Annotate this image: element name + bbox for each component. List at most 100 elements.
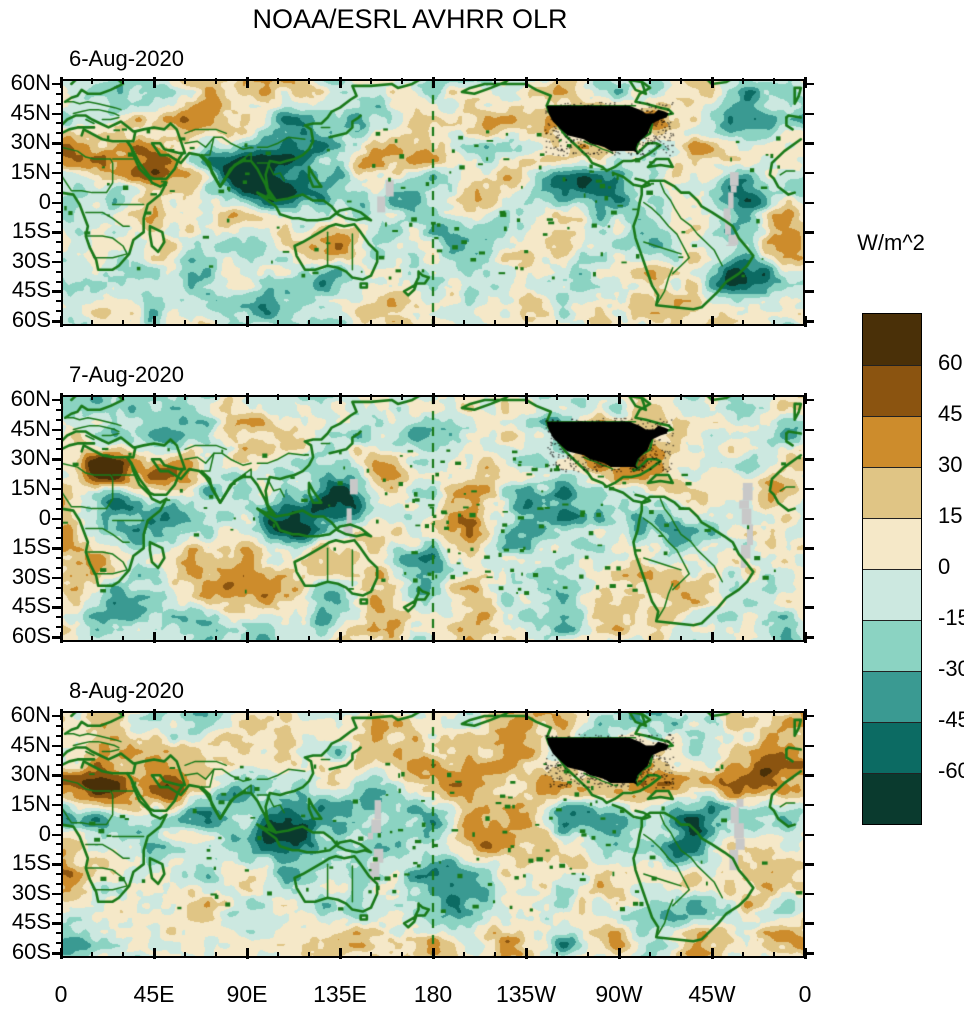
y-major-tick bbox=[52, 320, 63, 323]
y-minor-tick bbox=[56, 873, 62, 876]
x-minor-tick bbox=[649, 320, 651, 326]
y-minor-tick bbox=[56, 557, 62, 560]
x-minor-tick bbox=[308, 952, 310, 958]
y-axis-label: 45S bbox=[11, 593, 51, 619]
y-major-tick bbox=[52, 774, 63, 777]
x-axis-label: 0 bbox=[54, 981, 68, 1007]
y-minor-tick bbox=[56, 823, 62, 826]
y-minor-tick bbox=[56, 942, 62, 945]
y-minor-tick bbox=[56, 468, 62, 471]
y-major-tick-right bbox=[803, 714, 814, 718]
y-axis-label: 60N bbox=[10, 701, 51, 727]
x-major-tick bbox=[525, 77, 528, 88]
y-minor-tick bbox=[56, 527, 62, 530]
y-minor-tick bbox=[56, 507, 62, 510]
x-minor-tick bbox=[463, 394, 465, 400]
x-minor-tick bbox=[401, 320, 403, 326]
y-minor-tick bbox=[56, 122, 62, 125]
map-canvas-1 bbox=[61, 79, 805, 326]
x-minor-tick bbox=[215, 710, 217, 716]
x-major-tick bbox=[804, 948, 807, 959]
colorbar-band-2 bbox=[863, 416, 921, 467]
y-minor-tick bbox=[56, 912, 62, 915]
y-major-tick bbox=[52, 260, 63, 264]
y-axis-label: 15S bbox=[11, 218, 51, 244]
y-axis-label: 15N bbox=[10, 474, 51, 500]
colorbar-band-5 bbox=[863, 569, 921, 620]
x-major-tick bbox=[618, 77, 621, 88]
y-major-tick-right bbox=[803, 142, 814, 145]
x-major-tick bbox=[711, 948, 714, 959]
x-major-tick bbox=[432, 632, 435, 643]
x-axis-label: 0 bbox=[798, 981, 812, 1007]
x-minor-tick bbox=[649, 952, 651, 958]
x-major-tick bbox=[339, 632, 342, 643]
x-major-tick bbox=[246, 77, 249, 88]
y-major-tick-right bbox=[803, 636, 814, 639]
y-major-tick-right bbox=[803, 112, 814, 116]
x-minor-tick bbox=[184, 394, 186, 400]
y-major-tick-right bbox=[803, 606, 814, 609]
y-minor-tick bbox=[56, 241, 62, 244]
y-axis-label: 0 bbox=[38, 504, 51, 530]
x-minor-tick bbox=[556, 78, 558, 84]
x-minor-tick bbox=[556, 710, 558, 716]
colorbar-band-0 bbox=[863, 314, 921, 365]
x-minor-tick bbox=[680, 394, 682, 400]
y-axis-label: 30N bbox=[10, 445, 51, 471]
x-major-tick bbox=[153, 632, 156, 643]
x-major-tick bbox=[711, 77, 714, 88]
y-minor-tick bbox=[56, 438, 62, 441]
x-minor-tick bbox=[370, 636, 372, 642]
x-minor-tick bbox=[215, 320, 217, 326]
x-major-tick bbox=[60, 393, 63, 404]
y-minor-tick bbox=[56, 477, 62, 480]
x-minor-tick bbox=[649, 394, 651, 400]
x-minor-tick bbox=[215, 636, 217, 642]
y-major-tick-right bbox=[803, 82, 814, 86]
x-minor-tick bbox=[587, 394, 589, 400]
y-minor-tick bbox=[56, 250, 62, 253]
x-minor-tick bbox=[742, 320, 744, 326]
x-major-tick bbox=[618, 709, 621, 720]
x-major-tick bbox=[246, 632, 249, 643]
x-minor-tick bbox=[463, 78, 465, 84]
y-minor-tick bbox=[56, 734, 62, 737]
x-major-tick bbox=[153, 393, 156, 404]
map-panel-1[interactable] bbox=[61, 79, 805, 326]
x-major-tick bbox=[618, 393, 621, 404]
colorbar-band-1 bbox=[863, 365, 921, 416]
colorbar[interactable] bbox=[862, 313, 922, 825]
y-major-tick bbox=[52, 142, 63, 145]
x-minor-tick bbox=[308, 78, 310, 84]
y-minor-tick bbox=[56, 221, 62, 224]
y-major-tick-right bbox=[803, 922, 814, 925]
x-major-tick bbox=[711, 709, 714, 720]
x-minor-tick bbox=[370, 710, 372, 716]
x-minor-tick bbox=[277, 320, 279, 326]
x-major-tick bbox=[432, 316, 435, 327]
y-minor-tick bbox=[56, 408, 62, 411]
map-panel-3[interactable] bbox=[61, 711, 805, 958]
x-minor-tick bbox=[122, 952, 124, 958]
x-axis-label: 90E bbox=[226, 981, 268, 1007]
y-major-tick-right bbox=[803, 428, 814, 432]
y-major-tick-right bbox=[803, 290, 814, 293]
y-minor-tick bbox=[56, 211, 62, 214]
x-major-tick bbox=[618, 316, 621, 327]
y-major-tick-right bbox=[803, 833, 814, 836]
x-minor-tick bbox=[494, 320, 496, 326]
y-minor-tick bbox=[56, 152, 62, 155]
x-minor-tick bbox=[277, 636, 279, 642]
y-minor-tick bbox=[56, 596, 62, 599]
y-minor-tick bbox=[56, 191, 62, 194]
x-minor-tick bbox=[122, 320, 124, 326]
y-major-tick bbox=[52, 606, 63, 609]
x-major-tick bbox=[153, 316, 156, 327]
x-major-tick bbox=[246, 393, 249, 404]
y-minor-tick bbox=[56, 92, 62, 95]
y-major-tick-right bbox=[803, 863, 814, 866]
x-major-tick bbox=[804, 393, 807, 404]
map-panel-2[interactable] bbox=[61, 395, 805, 642]
